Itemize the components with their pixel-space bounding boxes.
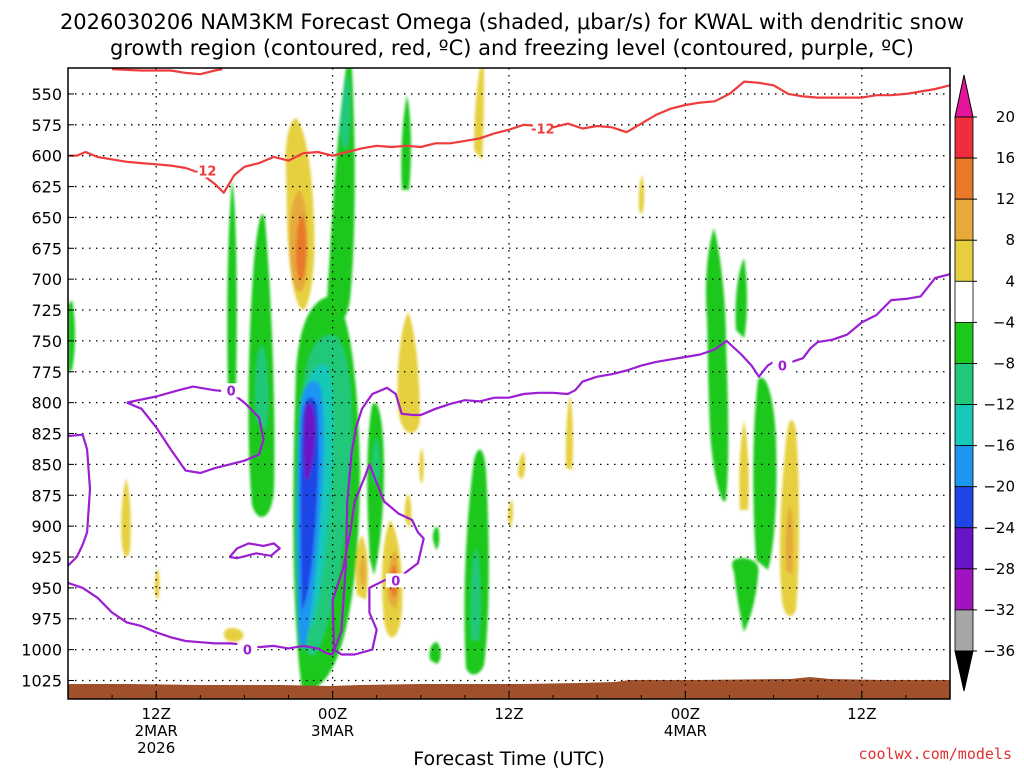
y-axis: 550 575 600 625 650 675 700 725 750 775 800 825 850 8… bbox=[21, 85, 74, 690]
colorbar-swatch bbox=[954, 239, 974, 282]
gridlines bbox=[68, 68, 950, 699]
x-tick-label: 4MAR bbox=[664, 722, 707, 740]
colorbar-label: −32 bbox=[983, 601, 1015, 619]
contour-label-bg bbox=[772, 358, 793, 373]
x-tick-label: 00Z bbox=[318, 705, 347, 723]
colorbar-swatch bbox=[954, 527, 974, 570]
credit-text: coolwx.com/models bbox=[858, 745, 1012, 763]
contour-label: 0 bbox=[391, 574, 400, 589]
contour-label: 0 bbox=[243, 644, 252, 659]
colorbar: 20 16 12 8 4 −4 −8 −12 −16 −20 −24 −28 −32 −36 bbox=[954, 74, 1015, 692]
y-tick-label: 700 bbox=[31, 270, 62, 289]
colorbar-swatch bbox=[954, 157, 974, 200]
colorbar-label: −24 bbox=[983, 519, 1015, 537]
colorbar-top-arrow bbox=[954, 74, 974, 118]
y-tick-label: 800 bbox=[31, 394, 62, 413]
contour-label: -12 bbox=[531, 123, 555, 138]
contour-label: -12 bbox=[193, 164, 217, 179]
colorbar-label: −12 bbox=[983, 396, 1015, 414]
x-tick-label: 12Z bbox=[142, 705, 171, 723]
contour-label: 0 bbox=[778, 360, 787, 375]
freezing-level-closed-contour bbox=[126, 385, 265, 475]
colorbar-swatch bbox=[954, 609, 974, 652]
colorbar-bottom-arrow bbox=[954, 650, 974, 692]
colorbar-label: −20 bbox=[983, 478, 1015, 496]
colorbar-label: −36 bbox=[983, 642, 1015, 660]
y-tick-label: 600 bbox=[31, 147, 62, 166]
contour-label: 0 bbox=[227, 384, 236, 399]
y-tick-label: 975 bbox=[31, 610, 62, 629]
colorbar-swatch bbox=[954, 321, 974, 364]
contour-label-bg bbox=[385, 573, 406, 588]
colorbar-label: 12 bbox=[996, 190, 1015, 208]
freezing-level-closed-contour bbox=[68, 433, 92, 567]
colorbar-swatch bbox=[954, 568, 974, 611]
y-tick-label: 1025 bbox=[21, 671, 62, 690]
dgz-contour-line-upper bbox=[112, 68, 223, 76]
y-tick-label: 725 bbox=[31, 301, 62, 320]
y-tick-label: 650 bbox=[31, 208, 62, 227]
y-tick-label: 575 bbox=[31, 116, 62, 135]
contour-label-bg bbox=[221, 383, 242, 398]
freezing-level-closed-contour bbox=[331, 463, 425, 656]
terrain-ground bbox=[68, 677, 950, 699]
colorbar-swatch bbox=[954, 486, 974, 529]
x-tick-label: 12Z bbox=[847, 705, 876, 723]
y-tick-label: 675 bbox=[31, 239, 62, 258]
colorbar-label: 4 bbox=[1005, 272, 1015, 290]
freezing-level-closed-contour bbox=[228, 542, 281, 560]
y-tick-label: 750 bbox=[31, 332, 62, 351]
x-tick-label: 12Z bbox=[494, 705, 523, 723]
colorbar-label: −8 bbox=[993, 354, 1015, 372]
colorbar-swatch bbox=[954, 198, 974, 241]
x-tick-label: 2026 bbox=[137, 739, 175, 757]
colorbar-swatch bbox=[954, 404, 974, 447]
chart-title-line-1: 2026030206 NAM3KM Forecast Omega (shaded… bbox=[60, 10, 964, 34]
contour-label-bg bbox=[237, 642, 258, 657]
y-tick-label: 825 bbox=[31, 425, 62, 444]
colorbar-swatch bbox=[954, 363, 974, 405]
y-tick-label: 550 bbox=[31, 85, 62, 104]
x-tick-label: 00Z bbox=[671, 705, 700, 723]
y-tick-label: 950 bbox=[31, 579, 62, 598]
y-tick-label: 1000 bbox=[21, 641, 62, 660]
colorbar-label: 16 bbox=[996, 149, 1015, 167]
colorbar-label: 8 bbox=[1005, 231, 1015, 249]
contour-label-bg bbox=[532, 121, 553, 136]
colorbar-label: 20 bbox=[996, 108, 1015, 126]
y-tick-label: 850 bbox=[31, 455, 62, 474]
y-tick-label: 900 bbox=[31, 517, 62, 536]
colorbar-swatch bbox=[954, 280, 974, 323]
colorbar-swatch bbox=[954, 116, 974, 159]
x-axis-title: Forecast Time (UTC) bbox=[413, 748, 604, 768]
y-tick-label: 925 bbox=[31, 548, 62, 567]
y-tick-label: 875 bbox=[31, 486, 62, 505]
contour-label-bg bbox=[194, 163, 215, 178]
x-tick-label: 2MAR bbox=[135, 722, 178, 740]
y-tick-label: 775 bbox=[31, 363, 62, 382]
y-tick-label: 625 bbox=[31, 178, 62, 197]
colorbar-label: −16 bbox=[983, 437, 1015, 455]
colorbar-swatch bbox=[954, 445, 974, 488]
x-tick-label: 3MAR bbox=[311, 722, 354, 740]
chart-title-line-2: growth region (contoured, red, ºC) and f… bbox=[110, 36, 914, 60]
colorbar-label: −28 bbox=[983, 560, 1015, 578]
colorbar-label: −4 bbox=[993, 313, 1015, 331]
contour-labels: -12 -12 0 0 0 0 bbox=[193, 121, 793, 659]
